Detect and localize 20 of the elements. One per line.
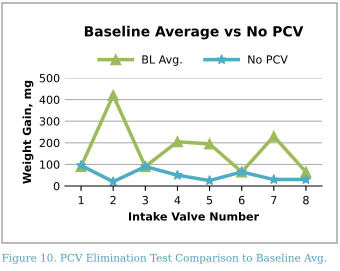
y-tick-label: 200: [40, 138, 60, 148]
legend-label: No PCV: [248, 55, 288, 64]
legend-label: BL Avg.: [142, 55, 182, 66]
x-tick-label: 5: [206, 196, 212, 204]
chart-title: Baseline Average vs No PCV: [84, 26, 304, 40]
y-tick-label: 400: [39, 96, 60, 104]
x-tick-label: 1: [78, 196, 84, 204]
x-tick-label: 4: [174, 196, 180, 204]
y-tick-label: 500: [40, 74, 60, 82]
y-tick-label: 300: [40, 117, 60, 126]
y-tick-label: 0: [54, 182, 60, 190]
x-tick-label: 2: [110, 196, 116, 204]
x-axis-title: Intake Valve Number: [128, 212, 259, 221]
x-tick-label: 7: [271, 196, 276, 204]
y-axis-title: Weight Gain, mg: [22, 80, 34, 184]
x-tick-label: 3: [142, 196, 148, 204]
caption: Figure 10. PCV Elimination Test Comparison to Baseline Avg.: [2, 254, 326, 264]
y-tick-label: 100: [40, 160, 60, 169]
x-tick-label: 6: [238, 196, 245, 204]
x-tick-label: 8: [303, 196, 309, 204]
